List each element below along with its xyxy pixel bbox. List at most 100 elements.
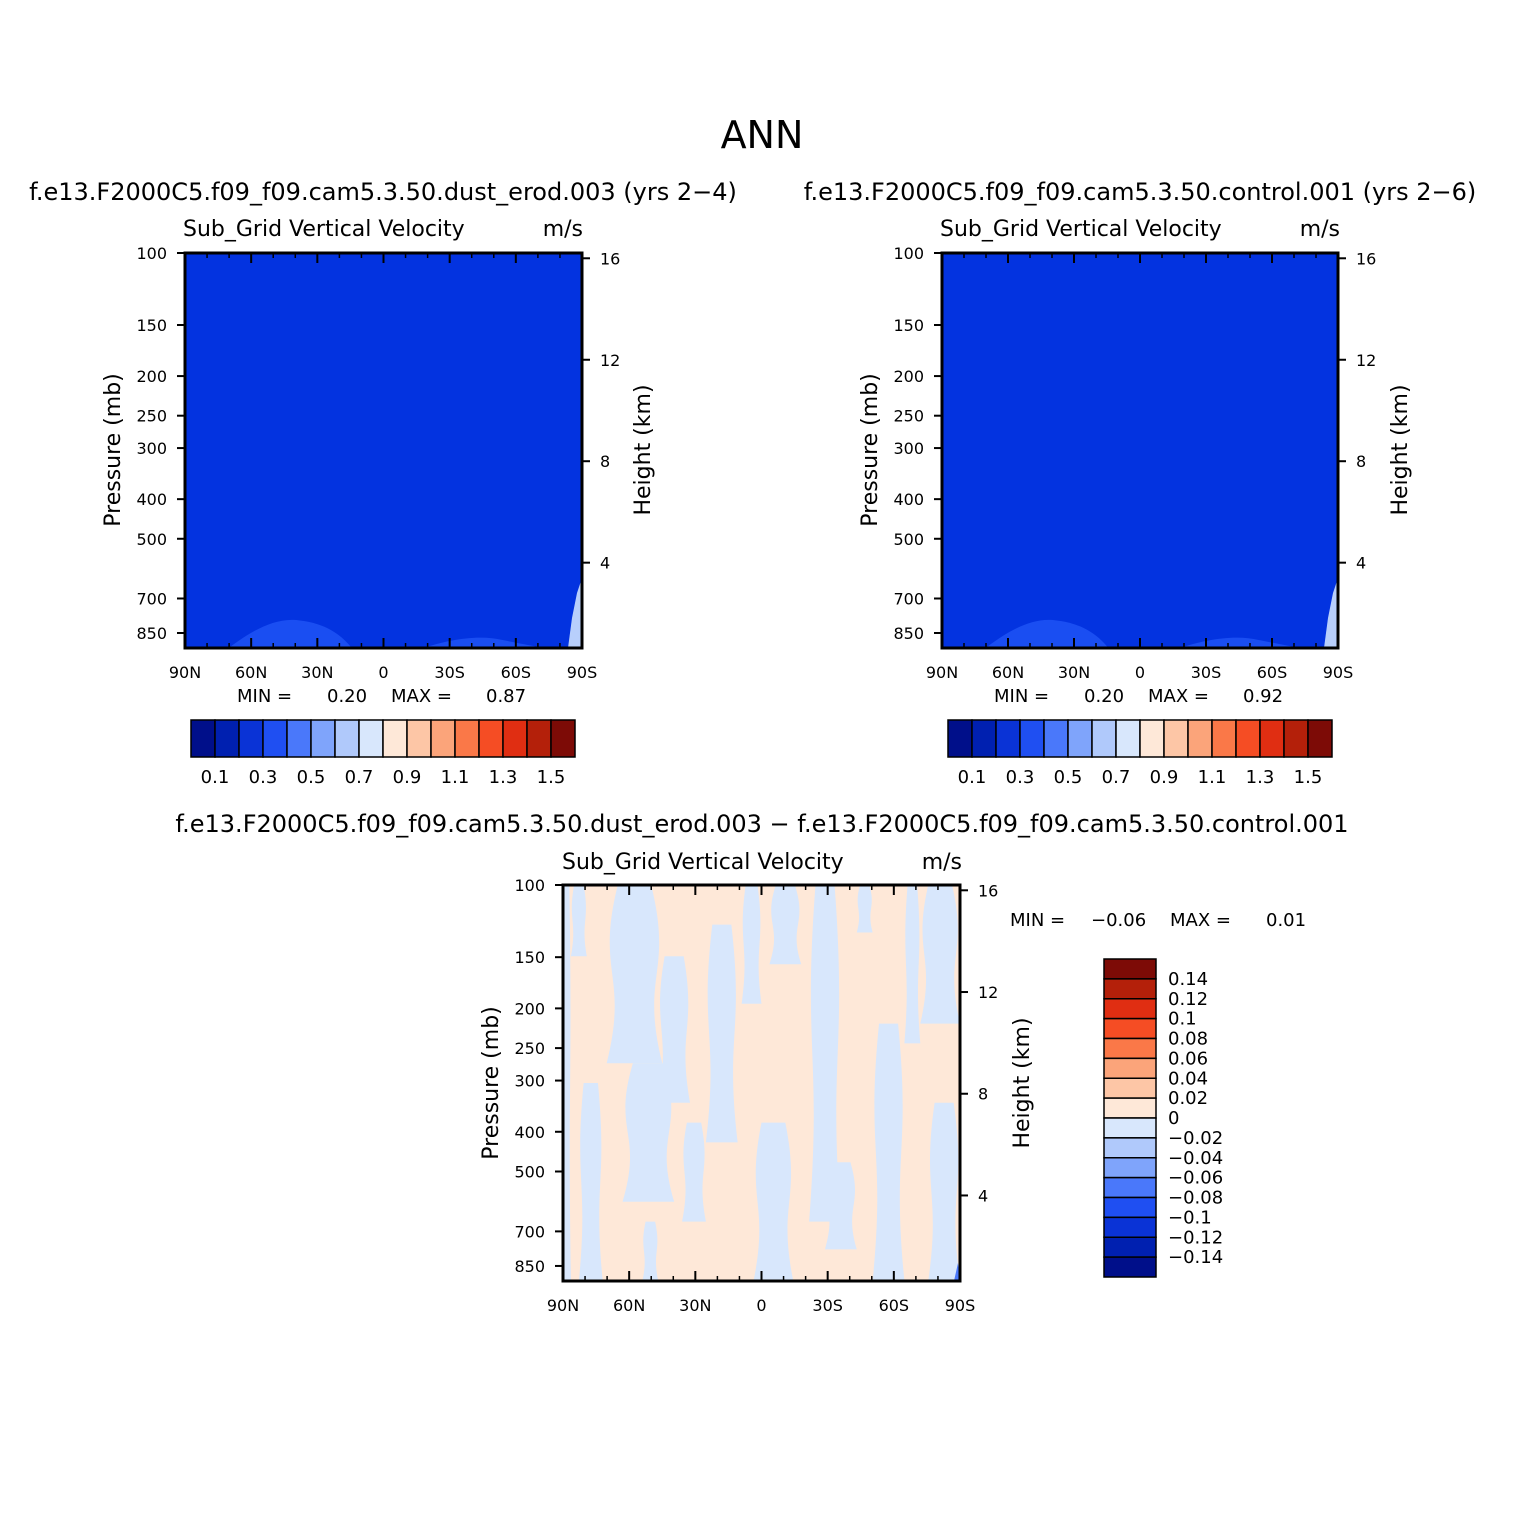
y-tick-label: 150: [893, 316, 924, 335]
panel-3-variable: Sub_Grid Vertical Velocity: [562, 850, 844, 875]
colorbar-label: 0: [1168, 1108, 1179, 1129]
y-tick-label: 700: [136, 590, 167, 609]
panel-2-max-value: 0.92: [1243, 686, 1283, 707]
y-right-tick-label: 8: [600, 452, 610, 471]
panel-2-variable: Sub_Grid Vertical Velocity: [940, 217, 1222, 242]
panel-1-case-title: f.e13.F2000C5.f09_f09.cam5.3.50.dust_ero…: [29, 178, 737, 206]
colorbar-box: [1103, 1037, 1157, 1060]
colorbar-box: [1259, 719, 1285, 758]
negative-region: [904, 885, 921, 1044]
y-right-tick-label: 12: [600, 351, 620, 370]
negative-region: [753, 1122, 794, 1281]
colorbar-box: [947, 719, 973, 758]
colorbar-box: [995, 719, 1021, 758]
colorbar-label: 0.1: [958, 767, 987, 788]
panel-1-min-label: MIN =: [237, 686, 292, 707]
colorbar-box: [1091, 719, 1117, 758]
colorbar-label: −0.06: [1168, 1168, 1223, 1189]
negative-region: [920, 885, 960, 1024]
x-tick-label: 30S: [812, 1296, 843, 1315]
colorbar-box: [214, 719, 240, 758]
y-right-tick-label: 4: [600, 554, 610, 573]
y-tick-label: 250: [514, 1039, 545, 1058]
x-tick-label: 30N: [1058, 663, 1090, 682]
panel-3-units: m/s: [922, 850, 962, 875]
y-tick-label: 400: [893, 490, 924, 509]
colorbar-box: [526, 719, 552, 758]
negative-region: [642, 1221, 659, 1281]
colorbar-label: 1.1: [441, 767, 470, 788]
negative-region: [563, 885, 571, 1281]
colorbar-box: [1019, 719, 1045, 758]
panel-2-axes: 100 150 200 250 300 400 500 700 850 16 12 8 4 90N 60N 3…: [893, 244, 1376, 682]
panel-2-min-value: 0.20: [1084, 686, 1124, 707]
panel-1-axes: 100 150 200 250 300 400 500 700 850 16 12 8 4 90N 60N 3…: [136, 244, 620, 682]
y-tick-label: 200: [136, 367, 167, 386]
panel-2-field: [942, 253, 1338, 648]
colorbar-label: −0.1: [1168, 1207, 1212, 1228]
colorbar-label: 1.5: [537, 767, 566, 788]
panel-2-ylabel: Pressure (mb): [858, 373, 883, 527]
colorbar-box: [358, 719, 384, 758]
colorbar-label: 0.3: [1006, 767, 1035, 788]
panel-2-ylabel-right: Height (km): [1388, 384, 1413, 515]
panel-3-max-label: MAX =: [1170, 910, 1231, 931]
panel-3-case-title: f.e13.F2000C5.f09_f09.cam5.3.50.dust_ero…: [175, 810, 1348, 838]
panel-3-min-value: −0.06: [1091, 910, 1146, 931]
colorbar-box: [1211, 719, 1237, 758]
colorbar-box: [1103, 1057, 1157, 1079]
panel-2-units: m/s: [1300, 217, 1340, 242]
y-tick-label: 100: [514, 876, 545, 895]
x-tick-label: 60N: [235, 663, 267, 682]
colorbar-label: 0.5: [1054, 767, 1083, 788]
colorbar-box: [1103, 1077, 1157, 1099]
colorbar-box: [1283, 719, 1309, 758]
panel-3-ylabel: Pressure (mb): [479, 1006, 504, 1160]
x-tick-label: 60S: [1257, 663, 1288, 682]
y-tick-label: 100: [893, 244, 924, 263]
y-tick-label: 250: [893, 407, 924, 426]
y-tick-label: 850: [893, 624, 924, 643]
colorbar-label: 0.04: [1168, 1068, 1208, 1089]
colorbar-label: 0.06: [1168, 1048, 1208, 1069]
y-tick-label: 400: [136, 490, 167, 509]
panel-3-axes: 100 150 200 250 300 400 500 700 850 16 12 8 4 90N 60N 3…: [514, 876, 998, 1315]
colorbar-label: −0.08: [1168, 1188, 1223, 1209]
x-tick-label: 60S: [879, 1296, 910, 1315]
colorbar-label: −0.02: [1168, 1128, 1223, 1149]
colorbar-box: [1103, 1236, 1157, 1258]
panel-1-colorbar: 0.1 0.3 0.5 0.7 0.9 1.1 1.3 1.5: [190, 719, 576, 788]
colorbar-box: [262, 719, 288, 758]
colorbar-label: 0.1: [201, 767, 230, 788]
y-tick-label: 500: [893, 530, 924, 549]
colorbar-box: [1103, 998, 1157, 1020]
panel-2-min-label: MIN =: [994, 686, 1049, 707]
colorbar-label: 0.7: [1102, 767, 1131, 788]
colorbar-box: [1187, 719, 1213, 758]
panel-3-colorbar: 0.140.120.10.080.060.040.020−0.02−0.04−0…: [1103, 958, 1223, 1278]
x-tick-label: 60S: [501, 663, 532, 682]
colorbar-box: [1103, 1176, 1157, 1199]
colorbar-box: [1103, 1017, 1157, 1040]
colorbar-box: [1103, 958, 1157, 980]
colorbar-box: [1235, 719, 1261, 758]
y-tick-label: 250: [136, 407, 167, 426]
negative-region: [825, 1162, 857, 1250]
panel-1-units: m/s: [543, 217, 583, 242]
panel-1-min-value: 0.20: [327, 686, 367, 707]
panel-1-ylabel: Pressure (mb): [101, 373, 126, 527]
negative-region: [578, 1083, 603, 1281]
south-pole-surface: [568, 578, 582, 648]
colorbar-box: [430, 719, 456, 758]
x-tick-label: 30S: [434, 663, 465, 682]
negative-region: [705, 924, 738, 1143]
colorbar-label: 0.12: [1168, 989, 1208, 1010]
panel-2: f.e13.F2000C5.f09_f09.cam5.3.50.control.…: [804, 178, 1477, 788]
y-right-tick-label: 8: [1356, 452, 1366, 471]
negative-region: [682, 1122, 706, 1222]
y-right-tick-label: 16: [1356, 249, 1376, 268]
colorbar-box: [1103, 978, 1157, 1000]
colorbar-box: [454, 719, 480, 758]
panel-3-min-label: MIN =: [1010, 910, 1065, 931]
